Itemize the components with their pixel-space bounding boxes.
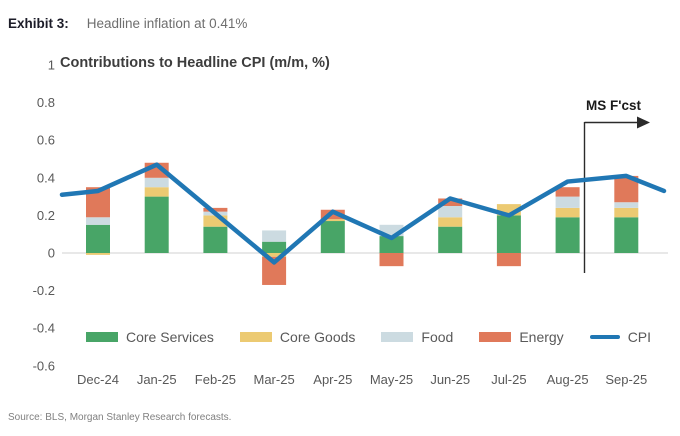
bar-segment bbox=[614, 217, 639, 253]
exhibit-header: Exhibit 3: Headline inflation at 0.41% bbox=[8, 16, 247, 31]
legend-swatch bbox=[86, 332, 118, 342]
x-axis-label: Jun-25 bbox=[430, 372, 470, 387]
legend-item-cpi: CPI bbox=[589, 329, 652, 345]
x-axis-label: Jan-25 bbox=[137, 372, 177, 387]
x-axis-label: Mar-25 bbox=[254, 372, 295, 387]
y-tick-label: 0.2 bbox=[37, 208, 55, 223]
x-axis-label: Jul-25 bbox=[491, 372, 526, 387]
bar-segment bbox=[496, 204, 521, 216]
bars-group bbox=[86, 162, 639, 285]
bar-segment bbox=[262, 230, 287, 242]
bar-segment bbox=[86, 224, 110, 253]
bar-segment bbox=[614, 202, 639, 208]
bar-segment bbox=[86, 217, 110, 225]
legend-swatch bbox=[239, 332, 272, 342]
bar-segment bbox=[144, 187, 169, 197]
y-tick-label: 0.6 bbox=[37, 133, 55, 148]
y-tick-label: 1 bbox=[48, 58, 55, 73]
y-tick-label: -0.2 bbox=[33, 283, 55, 298]
bar-segment bbox=[320, 221, 345, 253]
x-axis-label: Dec-24 bbox=[77, 372, 119, 387]
exhibit-subtitle: Headline inflation at 0.41% bbox=[86, 16, 248, 31]
legend-swatch bbox=[479, 332, 512, 342]
bar-segment bbox=[555, 207, 580, 218]
legend-line-swatch bbox=[589, 335, 620, 339]
bar-segment bbox=[379, 253, 404, 267]
bar-segment bbox=[496, 215, 521, 253]
legend-item-core-goods: Core Goods bbox=[239, 329, 356, 345]
bar-segment bbox=[555, 187, 580, 197]
y-tick-label: -0.6 bbox=[33, 358, 55, 373]
legend-label: Core Services bbox=[126, 329, 214, 345]
legend-swatch bbox=[381, 332, 414, 342]
x-axis-label: Apr-25 bbox=[313, 372, 352, 387]
y-tick-label: 0.4 bbox=[37, 170, 55, 185]
bar-segment bbox=[320, 219, 345, 222]
bar-segment bbox=[144, 196, 169, 253]
bar-segment bbox=[203, 226, 228, 253]
bar-segment bbox=[262, 241, 287, 253]
x-axis-label: Feb-25 bbox=[195, 372, 236, 387]
chart-legend: Core Services Core Goods Food Energy CPI bbox=[86, 327, 651, 347]
forecast-label: MS F'cst bbox=[586, 98, 641, 113]
legend-label: CPI bbox=[627, 329, 652, 345]
x-axis-labels: Dec-24 Jan-25 Feb-25 Mar-25 Apr-25 May-25 Jun-… bbox=[77, 372, 647, 387]
bar-segment bbox=[438, 198, 463, 206]
cpi-line bbox=[59, 162, 667, 265]
bar-segment bbox=[86, 253, 110, 255]
bar-segment bbox=[614, 207, 639, 218]
x-axis-label: May-25 bbox=[370, 372, 413, 387]
bar-segment bbox=[496, 253, 521, 267]
x-axis-label: Aug-25 bbox=[547, 372, 589, 387]
legend-label: Food bbox=[421, 329, 454, 345]
y-tick-label: -0.4 bbox=[33, 321, 55, 336]
legend-label: Energy bbox=[519, 329, 564, 345]
exhibit-label: Exhibit 3: bbox=[8, 16, 69, 31]
chart-title: Contributions to Headline CPI (m/m, %) bbox=[60, 55, 330, 71]
bar-segment bbox=[555, 217, 580, 253]
forecast-arrow-head-icon bbox=[637, 116, 650, 129]
legend-item-food: Food bbox=[381, 329, 453, 345]
forecast-annotation: MS F'cst bbox=[583, 98, 650, 273]
cpi-line-group bbox=[59, 162, 667, 265]
bar-segment bbox=[379, 236, 404, 253]
bar-segment bbox=[203, 215, 228, 227]
legend-label: Core Goods bbox=[279, 329, 356, 345]
legend-item-core-services: Core Services bbox=[86, 329, 214, 345]
bar-segment bbox=[438, 217, 463, 227]
legend-item-energy: Energy bbox=[479, 329, 564, 345]
y-tick-label: 0.8 bbox=[37, 95, 55, 110]
y-axis-ticks: 1 0.8 0.6 0.4 0.2 0 -0.2 -0.4 -0.6 bbox=[33, 58, 55, 374]
x-axis-label: Sep-25 bbox=[605, 372, 647, 387]
bar-segment bbox=[555, 196, 580, 208]
bar-segment bbox=[144, 177, 169, 188]
bar-segment bbox=[262, 253, 287, 257]
y-tick-label: 0 bbox=[48, 246, 55, 261]
bar-segment bbox=[438, 226, 463, 253]
bar-segment bbox=[203, 207, 228, 212]
bar-segment bbox=[438, 206, 463, 218]
bar-segment bbox=[379, 224, 404, 237]
source-note: Source: BLS, Morgan Stanley Research for… bbox=[8, 412, 232, 423]
